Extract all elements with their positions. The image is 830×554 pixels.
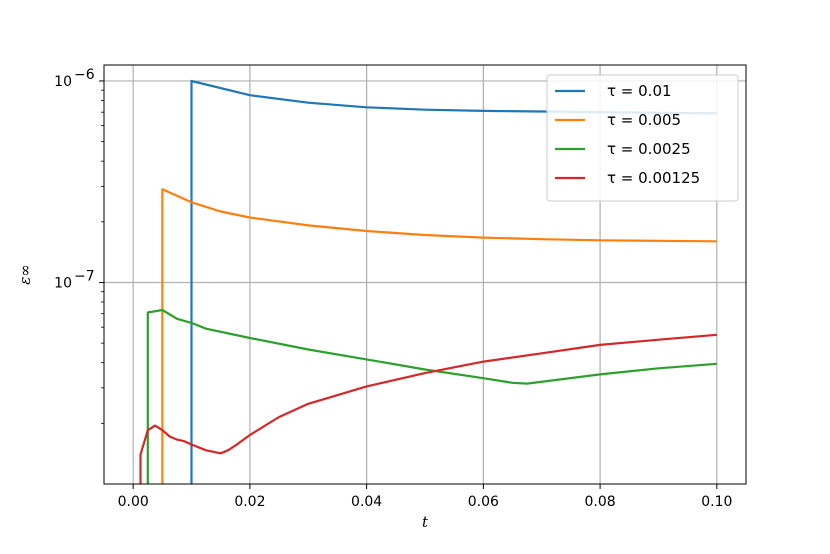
legend-entry-2: τ = 0.0025 (607, 140, 691, 158)
legend-entry-0: τ = 0.01 (607, 82, 672, 100)
legend-entry-3: τ = 0.00125 (607, 169, 700, 187)
legend: τ = 0.01 τ = 0.005 τ = 0.0025 τ = 0.00125 (546, 74, 739, 202)
y-axis-label: ε∞ (16, 264, 34, 285)
x-tick-label: 0.10 (701, 494, 732, 510)
y-axis: 10−710−6 (54, 67, 104, 424)
x-tick-label: 0.08 (585, 494, 616, 510)
x-tick-label: 0.06 (468, 494, 499, 510)
x-axis: 0.00 0.02 0.04 0.06 0.08 0.10 (118, 484, 732, 510)
series-line-1 (161, 188, 717, 484)
legend-entry-1: τ = 0.005 (607, 111, 681, 129)
y-tick-exponent: −6 (74, 67, 95, 83)
series-line-3 (139, 333, 717, 484)
y-tick-label: 10 (54, 275, 72, 291)
x-axis-label: t (422, 513, 429, 531)
x-tick-label: 0.04 (351, 494, 382, 510)
series-line-2 (146, 308, 717, 484)
y-tick-exponent: −7 (74, 268, 95, 284)
legend-box (546, 74, 739, 202)
x-tick-label: 0.02 (234, 494, 265, 510)
axes-frame (103, 64, 747, 485)
y-tick-label: 10 (54, 74, 72, 90)
x-tick-label: 0.00 (118, 494, 149, 510)
